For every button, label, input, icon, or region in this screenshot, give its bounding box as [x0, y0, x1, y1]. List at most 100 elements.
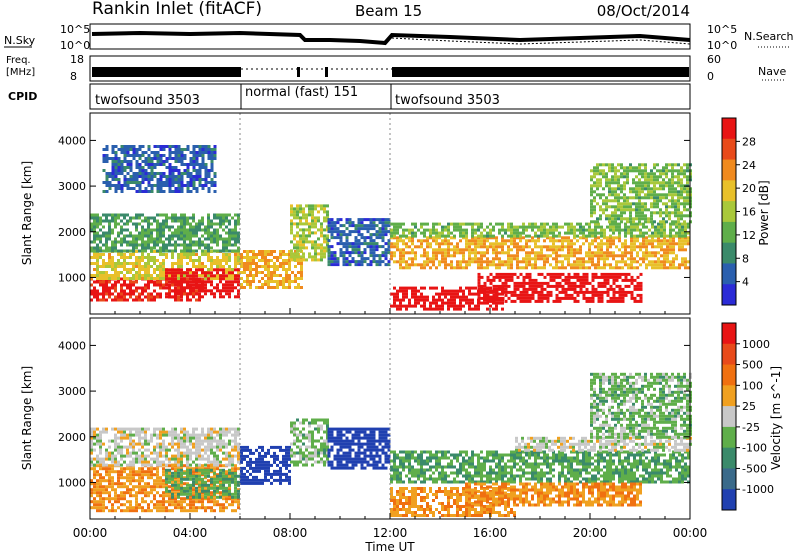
power-cell [429, 245, 432, 249]
power-cell [429, 242, 432, 246]
power-cell [633, 257, 636, 261]
power-cell [465, 245, 468, 249]
power-cell [630, 293, 634, 297]
power-cell [168, 148, 172, 151]
power-cell [198, 262, 201, 265]
power-cell [498, 245, 501, 249]
power-cell [396, 289, 399, 293]
power-cell [180, 243, 183, 247]
power-cell [612, 231, 615, 235]
power-cell [180, 187, 184, 190]
power-cell [659, 181, 662, 185]
power-cell [567, 293, 571, 297]
power-cell [639, 296, 643, 300]
power-cell [296, 225, 299, 229]
power-cell [177, 190, 181, 193]
velocity-cell [150, 491, 153, 495]
power-cell [576, 234, 579, 238]
power-cell [459, 234, 462, 238]
power-cell [183, 246, 186, 250]
power-cell [330, 224, 334, 228]
power-cell [669, 242, 672, 246]
power-cell [225, 289, 228, 293]
power-cell [608, 193, 611, 197]
power-cell [207, 169, 211, 172]
power-cell [141, 259, 144, 262]
velocity-cell [90, 482, 93, 486]
velocity-cell [201, 500, 204, 504]
velocity-cell [174, 500, 177, 504]
power-cell [231, 286, 234, 290]
power-cell [138, 184, 142, 187]
velocity-cell [210, 485, 213, 489]
power-cell [638, 181, 641, 185]
power-cell [590, 178, 593, 182]
power-cell [123, 166, 127, 169]
power-cell [390, 245, 393, 249]
velocity-cell [123, 482, 126, 486]
power-cell [201, 295, 204, 299]
power-cell [201, 253, 204, 256]
power-cell [366, 263, 370, 267]
power-cell [561, 225, 564, 229]
velocity-cell [105, 491, 108, 495]
power-cell [120, 298, 123, 302]
power-cell [300, 274, 303, 277]
power-cell [593, 211, 596, 215]
power-cell [561, 266, 564, 270]
power-cell [186, 228, 189, 232]
power-cell [459, 248, 462, 252]
power-cell [665, 211, 668, 215]
power-cell [267, 274, 270, 277]
power-cell [486, 287, 490, 291]
nsky-right-tick-top: 10^5 [707, 23, 737, 36]
power-cell [456, 289, 459, 293]
power-cell [290, 231, 293, 235]
power-colorbar-swatch [722, 159, 736, 181]
power-cell [683, 214, 686, 218]
power-cell [279, 262, 282, 265]
power-cell [225, 283, 228, 287]
power-cell [594, 225, 597, 229]
power-cell [210, 265, 213, 268]
power-cell [593, 184, 596, 188]
power-cell [326, 234, 329, 238]
power-cell [516, 254, 519, 258]
power-cell [273, 280, 276, 283]
power-cell [132, 265, 135, 268]
power-cell [447, 298, 450, 302]
power-cell [489, 290, 493, 294]
power-cell [189, 280, 192, 284]
power-cell [183, 277, 186, 281]
power-cell [237, 268, 240, 272]
power-cell [210, 231, 213, 235]
power-cell [591, 275, 595, 279]
velocity-cell [102, 485, 105, 489]
power-cell [609, 284, 613, 288]
power-cell [638, 172, 641, 176]
power-cell [126, 163, 130, 166]
power-cell [396, 228, 399, 232]
power-cell [222, 219, 225, 223]
power-cell [495, 222, 498, 226]
power-cell [396, 260, 399, 264]
power-cell [156, 160, 160, 163]
power-cell [111, 240, 114, 244]
power-cell [114, 163, 118, 166]
power-cell [317, 228, 320, 232]
power-cell [423, 295, 426, 299]
power-cell [644, 217, 647, 221]
power-cell [360, 233, 364, 237]
nsky-label: N.Sky [4, 34, 36, 47]
power-cell [638, 193, 641, 197]
power-cell [162, 148, 166, 151]
power-cell [363, 257, 367, 261]
power-cell [216, 234, 219, 238]
power-cell [342, 251, 346, 255]
power-cell [474, 254, 477, 258]
power-cell [602, 187, 605, 191]
power-cell [366, 242, 370, 246]
power-cell [540, 248, 543, 252]
power-cell [93, 249, 96, 253]
power-cell [645, 242, 648, 246]
